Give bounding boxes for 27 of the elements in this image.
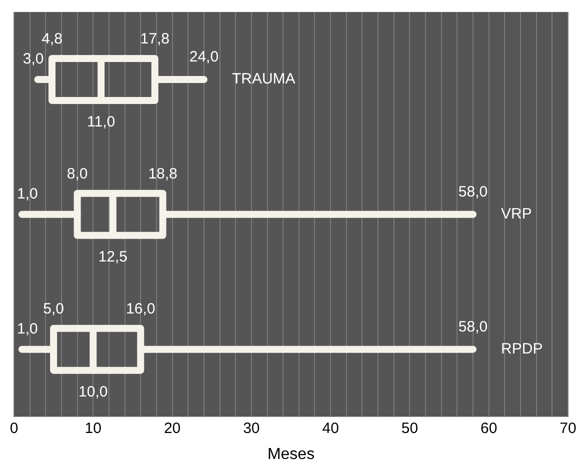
x-axis-title: Meses: [267, 446, 315, 463]
x-tick-label: 10: [84, 420, 102, 437]
x-tick-label: 70: [560, 420, 576, 437]
annotation: 58,0: [458, 318, 488, 336]
x-tick-label: 40: [322, 420, 339, 437]
annotation: 16,0: [126, 300, 156, 318]
y-tick-label: RPDP: [501, 340, 543, 358]
annotation: 11,0: [87, 114, 116, 131]
annotation: 10,0: [78, 383, 108, 400]
x-tick-label: 20: [164, 420, 181, 437]
y-tick-label: VRP: [501, 206, 532, 223]
annotation: 5,0: [43, 300, 64, 318]
x-tick-label: 30: [243, 420, 260, 437]
annotation: 24,0: [189, 48, 219, 66]
x-tick-label: 0: [10, 420, 18, 437]
annotation: 3,0: [22, 50, 44, 68]
annotation: 18,8: [148, 166, 178, 183]
annotation: 1,0: [17, 186, 38, 203]
annotation: 4,8: [42, 30, 62, 48]
x-tick-label: 50: [401, 420, 418, 437]
annotation: 1,0: [17, 320, 38, 338]
x-tick-label: 60: [480, 420, 498, 437]
annotation: 17,8: [140, 30, 170, 48]
annotation: 58,0: [458, 184, 488, 201]
annotation: 12,5: [98, 248, 128, 266]
y-tick-label: TRAUMA: [232, 70, 296, 88]
annotation: 8,0: [66, 166, 88, 183]
